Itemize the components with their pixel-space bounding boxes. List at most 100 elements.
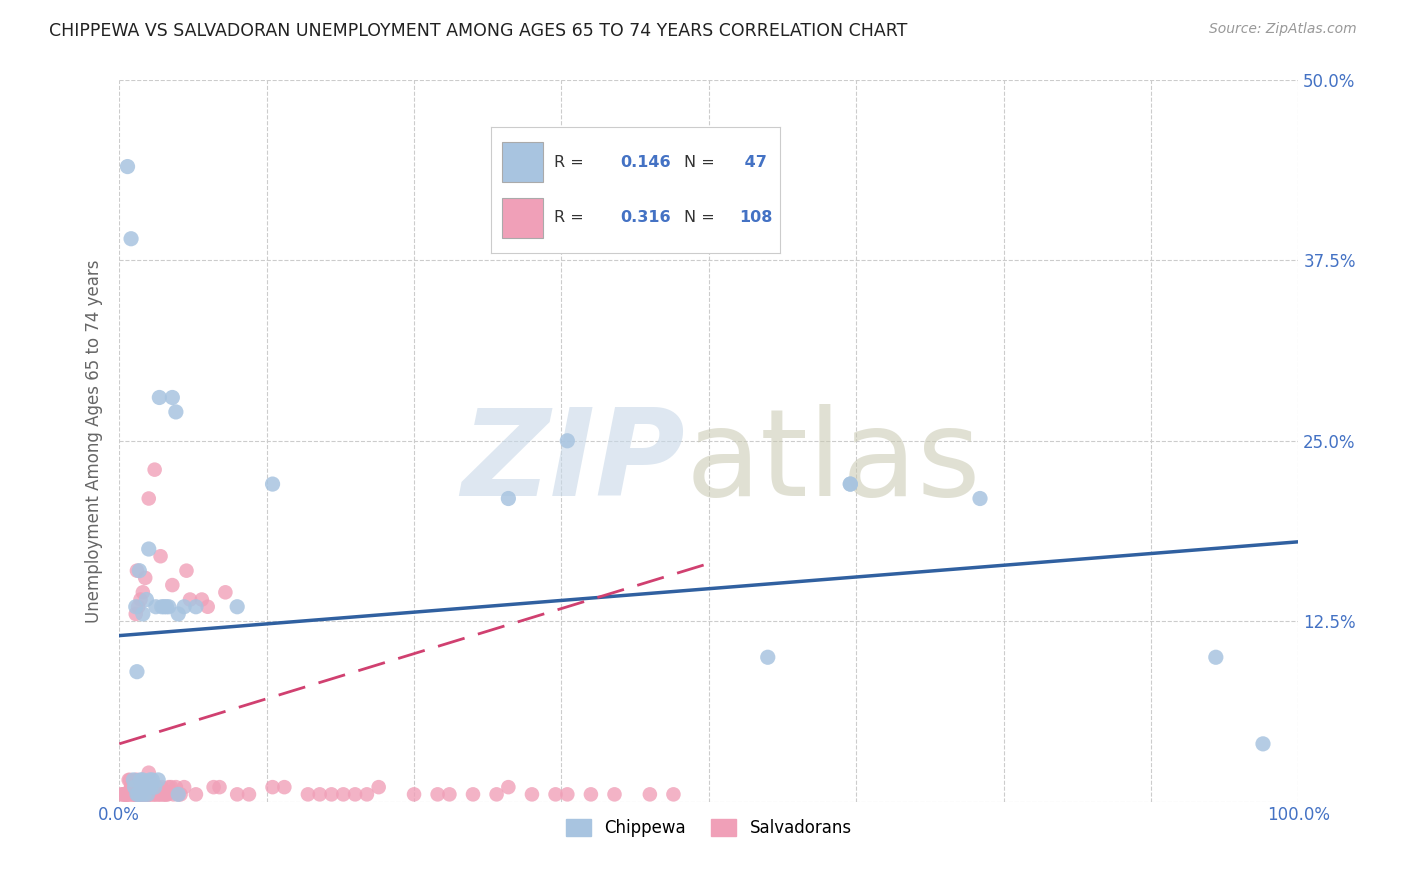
Point [121,780,143,794]
Point [173,599,195,614]
Point [131,788,153,802]
Point [111,788,134,802]
Point [145,599,167,614]
Point [165,780,187,794]
Point [117,788,139,802]
Point [603,788,626,802]
Point [125,599,148,614]
Point [118,772,141,787]
Point [132,788,155,802]
Point [117,160,139,174]
Point [356,788,378,802]
Point [520,788,543,802]
Point [152,788,174,802]
Point [969,491,991,506]
Point [141,772,163,787]
Point [132,585,155,599]
Point [148,391,170,405]
Point [197,599,219,614]
Point [579,788,602,802]
Text: atlas: atlas [685,404,981,521]
Point [125,788,148,802]
Point [129,788,152,802]
Point [498,780,520,794]
Point [557,434,579,448]
Point [122,772,145,787]
Point [308,788,330,802]
Point [132,788,155,802]
Point [162,788,184,802]
Point [114,788,136,802]
Point [125,772,148,787]
Point [125,788,148,802]
Point [238,788,260,802]
Point [122,788,145,802]
Point [544,788,567,802]
Point [124,780,146,794]
Point [498,491,520,506]
Point [135,788,157,802]
Point [132,772,155,787]
Point [138,788,160,802]
Point [128,780,150,794]
Point [148,772,170,787]
Point [138,541,160,556]
Point [125,665,148,679]
Text: ZIP: ZIP [461,404,685,521]
Point [132,788,155,802]
Point [134,571,156,585]
Point [149,788,172,802]
Point [162,578,184,592]
Point [839,477,862,491]
Point [127,788,149,802]
Point [129,788,152,802]
Point [148,788,170,802]
Point [262,477,284,491]
Point [138,780,160,794]
Point [127,788,149,802]
Point [176,564,198,578]
Point [128,564,150,578]
Point [155,599,177,614]
Point [150,599,173,614]
Point [157,599,180,614]
Point [184,788,207,802]
Point [167,607,190,621]
Point [262,780,284,794]
Point [134,780,156,794]
Point [138,491,160,506]
Point [128,788,150,802]
Point [139,788,162,802]
Point [138,765,160,780]
Point [114,788,136,802]
Point [226,599,249,614]
Point [153,599,176,614]
Point [125,607,148,621]
Point [402,788,425,802]
Legend: Chippewa, Salvadorans: Chippewa, Salvadorans [560,813,858,844]
Point [127,788,149,802]
Point [1205,650,1227,665]
Point [125,788,148,802]
Point [461,788,484,802]
Point [111,788,134,802]
Point [839,477,862,491]
Point [139,788,162,802]
Point [202,780,225,794]
Point [426,788,449,802]
Point [125,564,148,578]
Point [179,592,201,607]
Point [162,391,184,405]
Point [155,788,177,802]
Point [662,788,685,802]
Point [756,650,779,665]
Point [118,788,141,802]
Point [145,788,167,802]
Point [191,592,214,607]
Point [297,788,319,802]
Y-axis label: Unemployment Among Ages 65 to 74 years: Unemployment Among Ages 65 to 74 years [86,259,103,623]
Point [132,607,155,621]
Point [122,780,145,794]
Point [143,463,166,477]
Point [160,780,183,794]
